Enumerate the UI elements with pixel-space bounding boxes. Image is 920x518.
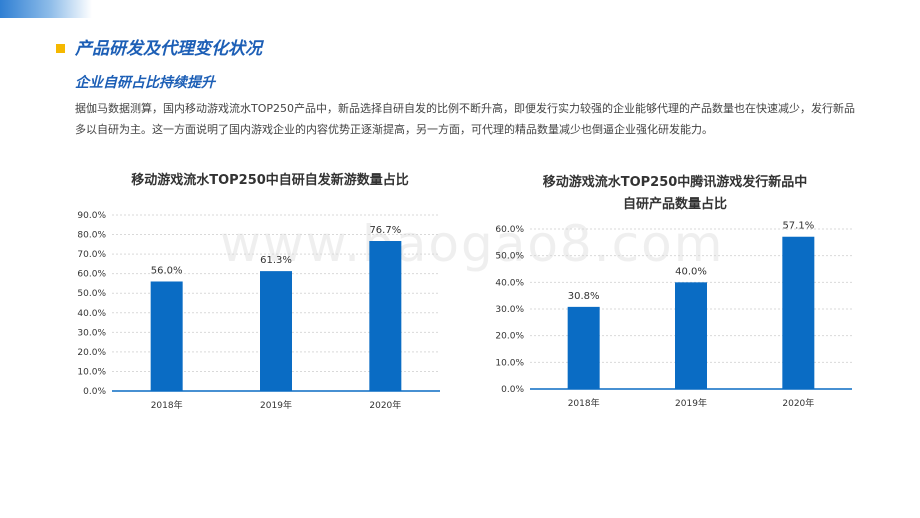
chart1-x-tick-label: 2019年: [260, 399, 292, 411]
chart2-y-tick-label: 40.0%: [495, 278, 524, 288]
chart2-y-tick-label: 50.0%: [495, 252, 524, 262]
chart2-data-label: 40.0%: [675, 266, 707, 277]
chart1-data-label: 76.7%: [369, 225, 401, 236]
chart2-y-tick-label: 10.0%: [495, 358, 524, 368]
watermark: www.baogao8.com: [220, 215, 725, 273]
page-title: 产品研发及代理变化状况: [75, 39, 262, 59]
chart2-data-label: 57.1%: [782, 221, 814, 232]
chart1-bar: [260, 271, 292, 391]
chart1-y-tick-label: 50.0%: [77, 289, 106, 299]
chart2-title-line2: 自研产品数量占比: [622, 197, 727, 212]
chart2-x-tick-label: 2018年: [568, 397, 600, 409]
chart1-bar: [369, 241, 402, 391]
chart2-bar: [675, 282, 707, 389]
body-paragraph: 据伽马数据测算，国内移动游戏流水TOP250产品中，新品选择自研自发的比例不断升…: [75, 102, 856, 136]
chart2-y-tick-label: 0.0%: [501, 385, 524, 395]
chart2-x-tick-label: 2020年: [782, 397, 814, 409]
chart1-title: 移动游戏流水TOP250中自研自发新游数量占比: [131, 173, 409, 188]
chart2-bar: [782, 236, 815, 389]
chart1-bar: [150, 281, 183, 391]
chart2-y-tick-label: 30.0%: [495, 305, 524, 315]
chart1-y-tick-label: 10.0%: [77, 367, 106, 377]
chart2-bar: [567, 306, 600, 389]
corner-decoration: [0, 0, 92, 18]
section-subtitle: 企业自研占比持续提升: [75, 75, 215, 91]
chart1-y-tick-label: 90.0%: [77, 211, 106, 221]
chart2-title-line1: 移动游戏流水TOP250中腾讯游戏发行新品中: [542, 175, 808, 190]
chart2-y-tick-label: 20.0%: [495, 332, 524, 342]
chart2-x-tick-label: 2019年: [675, 397, 707, 409]
chart1-data-label: 56.0%: [151, 265, 183, 276]
chart1-y-tick-label: 70.0%: [77, 250, 106, 260]
chart1-y-tick-label: 60.0%: [77, 270, 106, 280]
chart1-y-tick-label: 0.0%: [83, 387, 106, 397]
chart2-y-tick-label: 60.0%: [495, 225, 524, 235]
chart1-y-tick-label: 80.0%: [77, 231, 106, 241]
chart2-data-label: 30.8%: [568, 291, 600, 302]
chart1-x-tick-label: 2018年: [151, 399, 183, 411]
chart1-x-tick-label: 2020年: [369, 399, 401, 411]
title-marker: [56, 44, 65, 53]
chart1-y-tick-label: 30.0%: [77, 328, 106, 338]
chart1-y-tick-label: 20.0%: [77, 348, 106, 358]
chart1-data-label: 61.3%: [260, 255, 292, 266]
chart1-y-tick-label: 40.0%: [77, 309, 106, 319]
chart2-title: 移动游戏流水TOP250中腾讯游戏发行新品中 自研产品数量占比: [470, 172, 880, 216]
